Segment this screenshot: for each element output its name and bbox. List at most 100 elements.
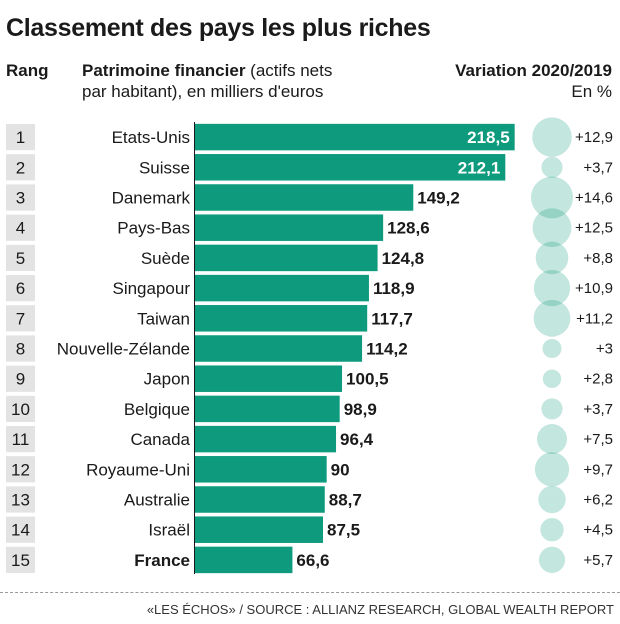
rank-label: 10	[11, 400, 30, 419]
rank-box	[6, 244, 35, 271]
value-label: 114,2	[366, 340, 408, 359]
country-label: Suède	[141, 249, 190, 268]
country-label: Australie	[124, 491, 190, 510]
variation-bubble	[541, 398, 563, 420]
variation-bubble	[538, 546, 566, 574]
value-label: 117,7	[371, 309, 413, 328]
variation-bubble	[542, 369, 562, 388]
rank-label: 6	[16, 279, 25, 298]
metric-header-line2: par habitant), en milliers d'euros	[82, 82, 324, 101]
variation-label: +9,7	[583, 461, 613, 478]
chart-title: Classement des pays les plus riches	[6, 14, 431, 42]
variation-label: +5,7	[583, 552, 613, 569]
variation-bubble	[542, 338, 562, 359]
variation-label: +12,9	[575, 129, 613, 146]
variation-label: +4,5	[583, 522, 613, 539]
variation-label: +2,8	[583, 371, 613, 388]
metric-header-bold: Patrimoine financier	[82, 61, 246, 80]
variation-label: +7,5	[583, 431, 613, 448]
footer-divider	[0, 592, 620, 593]
rank-box	[6, 456, 35, 483]
bar	[195, 395, 340, 423]
rank-label: 11	[12, 430, 30, 449]
bar	[195, 305, 368, 332]
variation-column-header: Variation 2020/2019	[455, 61, 612, 80]
variation-label: +3,7	[583, 159, 613, 176]
bar	[195, 425, 337, 453]
variation-bubble	[538, 485, 566, 514]
value-label: 124,8	[382, 249, 425, 268]
rank-label: 7	[16, 309, 25, 328]
bar-chart: 1 Etats-Unis 218,5 +12,9 2 Suisse 212,1 +3,7 3 Da…	[6, 117, 613, 574]
country-label: Nouvelle-Zélande	[57, 340, 190, 359]
rank-box	[6, 124, 35, 151]
value-label: 87,5	[327, 521, 360, 540]
rank-box	[6, 275, 35, 302]
rank-box	[6, 516, 35, 543]
rank-box	[6, 305, 35, 332]
variation-label: +14,6	[575, 190, 613, 207]
variation-unit-label: En %	[571, 82, 612, 101]
value-label: 96,4	[340, 430, 374, 449]
variation-bubble	[532, 117, 572, 157]
value-label: 118,9	[373, 279, 415, 298]
bar	[195, 154, 506, 181]
rank-label: 15	[11, 551, 30, 570]
bar	[195, 456, 327, 483]
rank-label: 8	[16, 340, 25, 359]
variation-label: +11,2	[576, 310, 613, 327]
rank-column-header: Rang	[6, 61, 49, 80]
rank-box	[6, 214, 35, 241]
country-label: Singapour	[112, 279, 190, 298]
variation-label: +8,8	[583, 250, 613, 267]
metric-header-rest: (actifs nets	[245, 61, 333, 80]
bar	[195, 123, 515, 151]
value-label: 88,7	[329, 491, 362, 510]
rank-box	[6, 184, 35, 211]
rank-label: 13	[11, 491, 30, 510]
country-label: Japon	[144, 370, 190, 389]
rank-label: 9	[16, 370, 25, 389]
variation-label: +3	[596, 341, 613, 358]
rank-box	[6, 335, 35, 362]
country-label: Royaume-Uni	[86, 460, 190, 479]
value-label: 100,5	[346, 370, 389, 389]
value-label: 149,2	[417, 189, 460, 208]
bar	[195, 365, 343, 392]
variation-bubble	[535, 241, 569, 275]
rank-box	[6, 546, 35, 573]
rank-label: 5	[16, 249, 25, 268]
country-label: Pays-Bas	[117, 219, 190, 238]
bar	[195, 546, 293, 574]
variation-bubble	[534, 452, 570, 487]
value-label: 212,1	[458, 158, 501, 177]
rank-box	[6, 486, 35, 513]
bar	[195, 274, 369, 302]
country-label: Etats-Unis	[112, 128, 190, 147]
country-label: Taiwan	[137, 309, 190, 328]
rank-label: 3	[16, 189, 25, 208]
value-label: 218,5	[467, 128, 510, 147]
bar	[195, 335, 363, 362]
rank-box	[6, 154, 35, 181]
country-label: Canada	[130, 430, 190, 449]
value-label: 128,6	[387, 219, 430, 238]
bar	[195, 516, 324, 543]
value-label: 66,6	[296, 551, 329, 570]
rank-label: 2	[16, 158, 25, 177]
variation-label: +3,7	[583, 401, 613, 418]
variation-bubble	[533, 299, 571, 337]
rank-box	[6, 426, 35, 453]
variation-label: +6,2	[583, 492, 613, 509]
rank-label: 1	[16, 128, 25, 147]
axis-line	[194, 122, 195, 574]
variation-bubble	[541, 156, 563, 178]
source-footer: «LES ÉCHOS» / SOURCE : ALLIANZ RESEARCH,…	[146, 602, 614, 617]
metric-column-header: Patrimoine financier (actifs nets par ha…	[82, 60, 332, 102]
rank-label: 12	[11, 460, 30, 479]
bar	[195, 486, 325, 513]
bar	[195, 184, 414, 211]
variation-bubble	[540, 518, 564, 542]
country-label: Israël	[148, 521, 190, 540]
bar	[195, 214, 384, 241]
